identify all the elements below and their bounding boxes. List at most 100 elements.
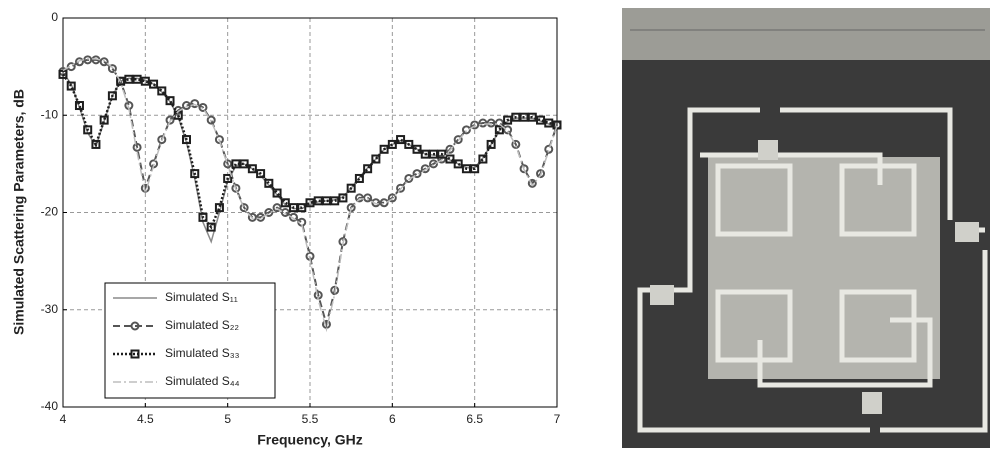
marker (396, 135, 406, 145)
marker (363, 193, 373, 203)
marker (536, 169, 546, 179)
marker (321, 196, 331, 206)
y-tick-label: 0 (51, 10, 58, 24)
x-tick-label: 4.5 (137, 412, 154, 426)
marker (486, 118, 496, 128)
marker (387, 139, 397, 149)
marker (66, 62, 76, 72)
legend-marker (130, 321, 140, 331)
marker (429, 159, 438, 169)
marker (206, 115, 216, 125)
marker (165, 115, 175, 125)
marker (453, 135, 463, 145)
legend-label: Simulated S₃₃ (165, 346, 240, 360)
marker (429, 149, 438, 159)
y-tick-label: -30 (41, 302, 59, 316)
marker (223, 159, 233, 169)
substrate-center (708, 157, 940, 379)
marker (182, 101, 191, 111)
x-tick-label: 6.5 (466, 412, 483, 426)
series-line (61, 73, 558, 230)
marker (470, 120, 480, 130)
traces (637, 107, 988, 433)
marker (297, 203, 307, 213)
x-tick-label: 6 (389, 412, 396, 426)
marker (214, 203, 224, 213)
marker (346, 183, 356, 193)
marker (420, 149, 430, 159)
marker (247, 164, 257, 174)
marker (140, 183, 150, 193)
marker (157, 86, 167, 96)
marker (140, 76, 150, 86)
marker (330, 196, 340, 206)
marker (91, 139, 101, 149)
marker (256, 212, 266, 222)
x-tick-label: 7 (554, 412, 561, 426)
marker (552, 120, 562, 130)
marker (354, 193, 364, 203)
marker (387, 193, 397, 203)
marker (404, 173, 414, 183)
series-line (62, 58, 558, 333)
marker (272, 203, 282, 213)
marker (363, 164, 373, 174)
x-tick-label: 5 (224, 412, 231, 426)
marker (503, 115, 513, 125)
marker (330, 285, 340, 295)
marker (338, 193, 348, 203)
marker (157, 135, 167, 145)
marker (478, 154, 488, 164)
marker (453, 159, 463, 169)
marker (74, 57, 84, 67)
marker (511, 139, 521, 149)
y-tick-label: -40 (41, 399, 59, 413)
marker (247, 212, 257, 222)
marker (206, 222, 216, 232)
y-tick-label: -10 (41, 107, 59, 121)
marker (313, 196, 323, 206)
marker (379, 198, 389, 208)
pads (650, 140, 979, 414)
marker (107, 64, 117, 74)
marker (396, 183, 406, 193)
marker (264, 208, 274, 217)
marker (149, 79, 159, 89)
marker (519, 164, 529, 174)
marker (231, 183, 241, 193)
marker (198, 212, 208, 222)
marker (173, 105, 183, 115)
marker (420, 164, 430, 174)
marker (132, 142, 142, 152)
marker (354, 173, 364, 183)
marker (99, 115, 109, 125)
legend-label: Simulated S₁₁ (165, 290, 238, 304)
marker (437, 149, 447, 159)
marker (544, 118, 554, 128)
marker (503, 125, 513, 135)
marker (124, 74, 134, 84)
marker (379, 144, 389, 154)
marker (280, 208, 290, 217)
y-tick-label: -20 (41, 205, 59, 219)
marker (371, 154, 381, 164)
ruler (622, 8, 990, 60)
marker (132, 74, 142, 84)
x-tick-label: 5.5 (302, 412, 319, 426)
marker (58, 69, 68, 79)
marker (280, 198, 290, 208)
marker (289, 203, 299, 213)
pcb-photo (622, 8, 990, 448)
marker (445, 144, 455, 154)
marker (116, 76, 126, 86)
marker (519, 112, 529, 122)
marker (264, 178, 274, 188)
marker (272, 188, 282, 198)
marker (412, 144, 422, 154)
marker (66, 81, 76, 91)
marker (190, 99, 200, 109)
legend-marker (130, 349, 140, 359)
marker (239, 203, 249, 213)
